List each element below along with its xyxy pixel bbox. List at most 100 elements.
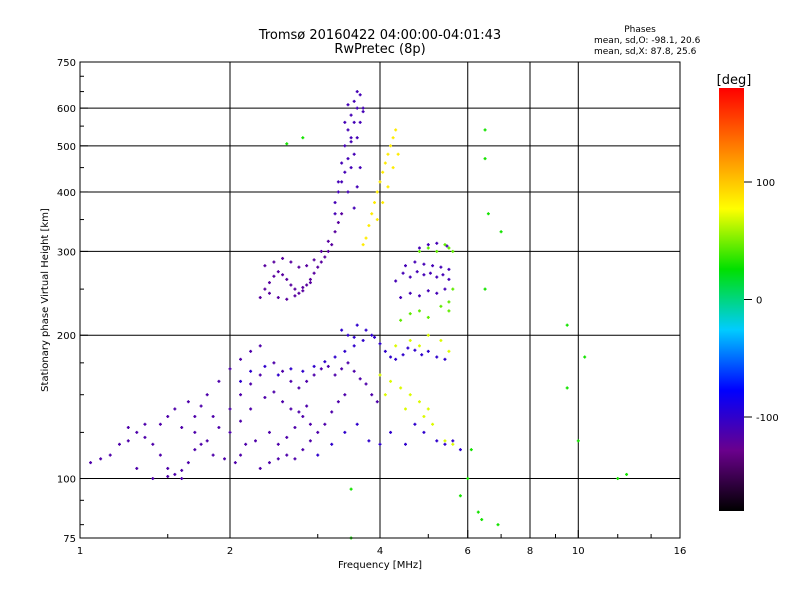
- data-point: [408, 393, 412, 397]
- data-point: [305, 283, 309, 287]
- data-point: [469, 448, 473, 452]
- data-point: [426, 246, 430, 250]
- y-tick-label: 300: [57, 247, 76, 258]
- data-point: [408, 338, 412, 342]
- y-tick-label: 400: [57, 188, 76, 199]
- x-tick-label: 6: [465, 546, 471, 557]
- data-point: [326, 364, 330, 368]
- data-point: [289, 379, 293, 383]
- data-point: [346, 333, 350, 337]
- data-point: [343, 393, 347, 397]
- data-point: [355, 136, 359, 140]
- data-point: [301, 369, 305, 373]
- data-point: [193, 430, 197, 434]
- data-point: [439, 304, 443, 308]
- data-point: [333, 355, 337, 359]
- data-point: [480, 518, 484, 522]
- data-point: [336, 190, 340, 194]
- data-point: [312, 373, 316, 377]
- data-point: [297, 265, 301, 269]
- data-point: [316, 430, 320, 434]
- data-point: [417, 309, 421, 313]
- data-point: [186, 400, 190, 404]
- data-point: [445, 244, 449, 248]
- data-point: [267, 291, 271, 295]
- data-point: [211, 453, 215, 457]
- data-point: [401, 271, 405, 275]
- data-point: [346, 190, 350, 194]
- data-point: [396, 152, 400, 156]
- data-point: [451, 287, 455, 291]
- data-point: [289, 260, 293, 264]
- data-point: [451, 249, 455, 253]
- y-axis: 75 100 200 300 400 500 600 750: [57, 58, 88, 545]
- phase-stats-o: mean, sd,O: -98.1, 20.6: [594, 36, 701, 46]
- data-point: [239, 379, 243, 383]
- data-point: [381, 170, 385, 174]
- data-point: [173, 472, 177, 476]
- data-point: [158, 453, 162, 457]
- data-point: [239, 419, 243, 423]
- colorbar-ticks: 100 0 -100: [744, 178, 779, 424]
- data-point: [312, 258, 316, 262]
- data-point: [435, 439, 439, 443]
- data-point: [426, 289, 430, 293]
- data-point: [293, 457, 297, 461]
- data-point: [333, 201, 337, 205]
- data-point: [228, 407, 232, 411]
- data-point: [451, 442, 455, 446]
- data-point: [364, 236, 368, 240]
- data-point: [217, 379, 221, 383]
- data-point: [375, 400, 379, 404]
- data-point: [319, 249, 323, 253]
- chart-title: Tromsø 20160422 04:00:00-04:01:43: [258, 28, 501, 43]
- data-point: [340, 180, 344, 184]
- data-point: [389, 379, 393, 383]
- data-point: [143, 435, 147, 439]
- data-point: [151, 442, 155, 446]
- y-tick-label: 100: [57, 475, 76, 486]
- data-point: [126, 439, 130, 443]
- data-point: [305, 404, 309, 408]
- data-point: [378, 442, 382, 446]
- data-point: [435, 249, 439, 253]
- data-point: [422, 262, 426, 266]
- x-tick-label: 10: [572, 546, 585, 557]
- data-point: [263, 287, 267, 291]
- data-point: [361, 243, 365, 247]
- data-point: [349, 166, 353, 170]
- data-point: [305, 379, 309, 383]
- data-point: [435, 291, 439, 295]
- data-point: [117, 442, 121, 446]
- data-point: [483, 287, 487, 291]
- colorbar-tick-label: 100: [756, 178, 775, 189]
- data-point: [389, 430, 393, 434]
- data-point: [352, 344, 356, 348]
- data-point: [349, 487, 353, 491]
- data-point: [340, 161, 344, 165]
- data-point: [361, 338, 365, 342]
- data-point: [249, 407, 253, 411]
- data-point: [565, 323, 569, 327]
- data-point: [458, 448, 462, 452]
- data-point: [417, 400, 421, 404]
- data-point: [358, 166, 362, 170]
- data-point: [391, 136, 395, 140]
- data-point: [297, 410, 301, 414]
- data-point: [447, 246, 451, 250]
- data-point: [408, 275, 412, 279]
- data-point: [263, 395, 267, 399]
- data-point: [281, 369, 285, 373]
- data-point: [496, 523, 500, 527]
- colorbar: [deg] 100 0 -100: [717, 73, 779, 511]
- data-point: [166, 466, 170, 470]
- data-point: [383, 161, 387, 165]
- data-point: [431, 264, 435, 268]
- data-point: [343, 170, 347, 174]
- data-point: [340, 212, 344, 216]
- data-point: [367, 439, 371, 443]
- data-point: [301, 289, 305, 293]
- data-point: [166, 474, 170, 478]
- data-point: [258, 373, 262, 377]
